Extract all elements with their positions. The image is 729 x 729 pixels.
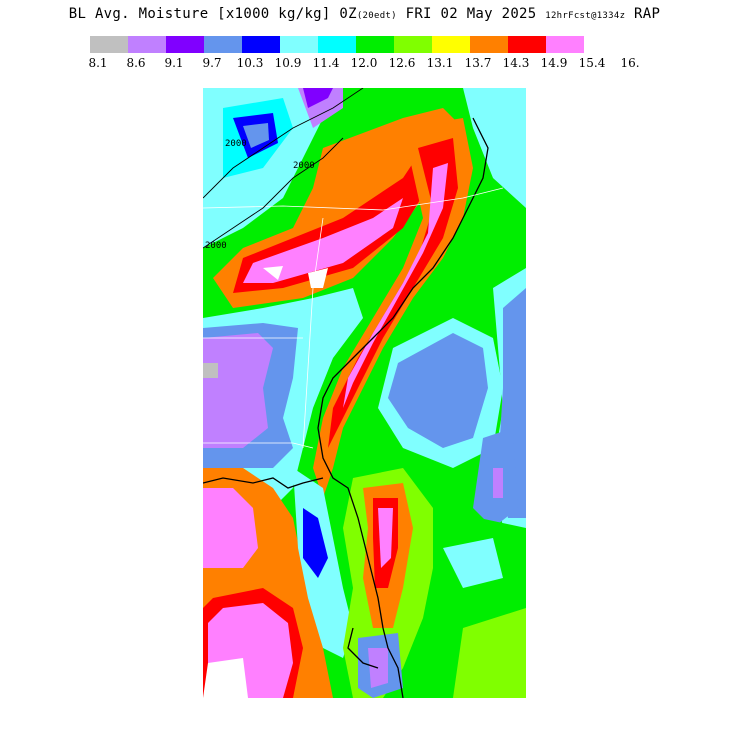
title-edt: (20edt) <box>356 11 397 21</box>
chart-title: BL Avg. Moisture [x1000 kg/kg] 0Z(20edt)… <box>0 6 729 22</box>
region-peninsula-pink <box>378 508 393 568</box>
region-ne-cyan <box>463 88 526 208</box>
legend-swatch-1 <box>128 36 166 53</box>
contour-label-3: 2000 <box>205 241 227 251</box>
region-nw-violet <box>303 88 333 108</box>
legend-swatch-4 <box>242 36 280 53</box>
title-main: BL Avg. Moisture [x1000 kg/kg] 0Z <box>68 6 357 22</box>
region-se-purple <box>493 468 503 498</box>
moisture-map: 2000 2000 2000 <box>203 88 526 698</box>
color-legend <box>90 36 584 53</box>
region-sw-white <box>203 658 248 698</box>
legend-swatch-3 <box>204 36 242 53</box>
state-borders <box>203 187 504 449</box>
legend-label-14: 16. <box>620 56 640 70</box>
region-west-grey <box>203 363 218 378</box>
band-diag-red <box>328 138 458 448</box>
band-upper-white <box>308 268 328 288</box>
coastline <box>203 117 489 698</box>
region-nw-blue-inner <box>243 123 269 148</box>
region-west-purple <box>203 333 273 448</box>
legend-labels: 8.1 8.6 9.1 9.7 10.3 10.9 11.4 12.0 12.6 13.1 13.7… <box>0 56 729 72</box>
legend-label-6: 11.4 <box>312 56 340 70</box>
region-atlantic-lime <box>453 608 526 698</box>
band-diag-pink <box>343 163 448 408</box>
legend-label-5: 10.9 <box>274 56 302 70</box>
contour-label-2: 2000 <box>293 161 315 171</box>
legend-label-7: 12.0 <box>350 56 378 70</box>
region-panhandle-blue <box>303 508 328 578</box>
legend-label-2: 9.1 <box>164 56 184 70</box>
legend-swatch-2 <box>166 36 204 53</box>
legend-swatch-11 <box>508 36 546 53</box>
legend-label-4: 10.3 <box>236 56 264 70</box>
legend-label-8: 12.6 <box>388 56 416 70</box>
legend-swatch-7 <box>356 36 394 53</box>
legend-swatch-0 <box>90 36 128 53</box>
legend-label-11: 14.3 <box>502 56 530 70</box>
region-sw-pink1 <box>203 488 258 568</box>
title-forecast: 12hrFcst@1334z <box>545 11 626 21</box>
title-model: RAP <box>625 6 661 22</box>
legend-label-1: 8.6 <box>126 56 146 70</box>
region-east-blue <box>388 333 488 448</box>
legend-swatch-8 <box>394 36 432 53</box>
title-date: FRI 02 May 2025 <box>396 6 546 22</box>
legend-label-13: 15.4 <box>578 56 606 70</box>
band-upper-white2 <box>263 266 283 280</box>
contour-label-1: 2000 <box>225 139 247 149</box>
legend-label-3: 9.7 <box>202 56 222 70</box>
legend-label-9: 13.1 <box>426 56 454 70</box>
legend-label-10: 13.7 <box>464 56 492 70</box>
band-upper-pink <box>243 198 403 283</box>
legend-swatch-10 <box>470 36 508 53</box>
legend-swatch-9 <box>432 36 470 53</box>
legend-label-12: 14.9 <box>540 56 568 70</box>
map-svg: 2000 2000 2000 <box>203 88 526 698</box>
legend-swatch-12 <box>546 36 584 53</box>
legend-label-0: 8.1 <box>88 56 108 70</box>
pressure-contours <box>203 88 364 249</box>
region-atlantic-cyan <box>443 538 503 588</box>
legend-swatch-5 <box>280 36 318 53</box>
legend-swatch-6 <box>318 36 356 53</box>
